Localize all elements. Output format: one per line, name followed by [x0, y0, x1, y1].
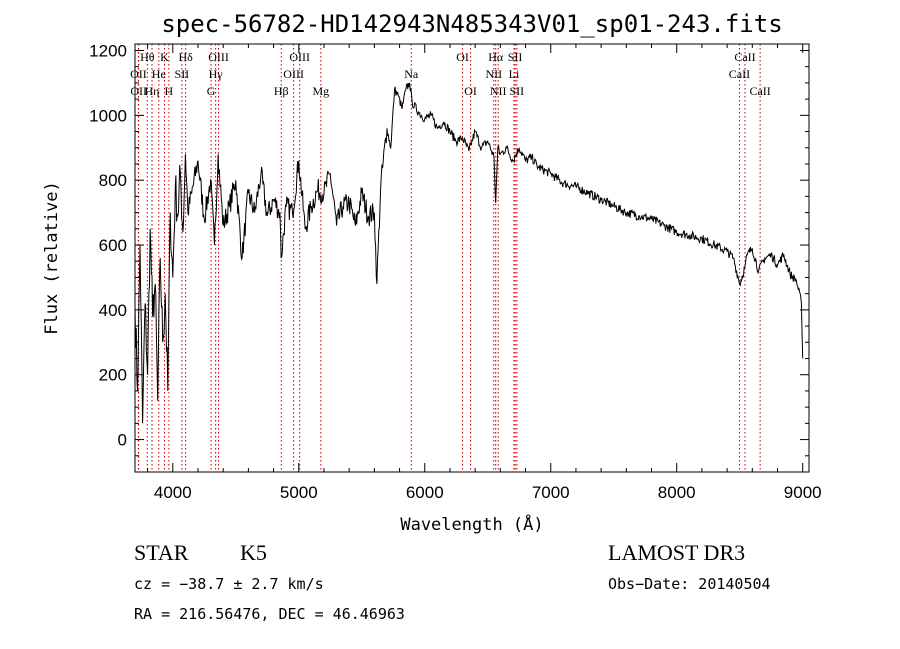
y-tick-label: 600: [99, 236, 127, 255]
spectral-lines: [137, 44, 761, 472]
y-tick-label: 1000: [89, 106, 127, 125]
x-axis-label: Wavelength (Å): [400, 513, 543, 535]
spectral-line-label: NII: [485, 67, 502, 81]
spectral-line-label: SII: [508, 50, 523, 64]
spectral-line-label: G: [207, 84, 216, 98]
spectral-line-label: SII: [510, 84, 525, 98]
spectral-line-label: OI: [456, 50, 469, 64]
spectral-line-label: OIII: [283, 67, 304, 81]
spectral-line-label: Hη: [145, 84, 160, 98]
survey-name: LAMOST DR3: [608, 540, 745, 565]
x-tick-label: 5000: [280, 483, 318, 502]
y-axis-ticks: 0 200 400 600 800 1000 1200: [89, 41, 809, 457]
spectral-line-label: Hα: [488, 50, 504, 64]
chart-title: spec-56782-HD142943N485343V01_sp01-243.f…: [161, 10, 782, 38]
x-axis-ticks: 4000 5000 6000 7000 8000 9000: [147, 44, 822, 502]
x-tick-label: 6000: [406, 483, 444, 502]
y-tick-label: 0: [118, 431, 127, 450]
spectrum-line: [134, 82, 804, 424]
spectral-line-label: Na: [404, 67, 419, 81]
object-type: STAR: [134, 540, 189, 565]
obs-date-text: Obs−Date: 20140504: [608, 575, 771, 593]
spectral-line-label: SII: [175, 67, 190, 81]
spectral-line-label: OII: [130, 67, 147, 81]
y-tick-label: 1200: [89, 41, 127, 60]
x-tick-label: 8000: [658, 483, 696, 502]
spectral-line-label: Hθ: [140, 50, 155, 64]
redshift-text: cz = −38.7 ± 2.7 km/s: [134, 575, 324, 593]
spectral-line-label: Li: [509, 67, 520, 81]
spectral-line-label: OIII: [208, 50, 229, 64]
y-axis-label: Flux (relative): [42, 181, 62, 335]
spectral-line-label: He: [152, 67, 166, 81]
x-tick-label: 9000: [784, 483, 822, 502]
spectral-line-label: CaII: [749, 84, 770, 98]
y-tick-label: 400: [99, 301, 127, 320]
spectral-line-label: Hδ: [178, 50, 193, 64]
object-subclass: K5: [240, 540, 267, 565]
radec-text: RA = 216.56476, DEC = 46.46963: [134, 605, 405, 623]
x-tick-label: 7000: [532, 483, 570, 502]
spectral-line-label: K: [160, 50, 169, 64]
spectral-line-label: NII: [490, 84, 507, 98]
spectral-line-label: CaII: [729, 67, 750, 81]
spectral-line-label: OII: [130, 84, 147, 98]
y-tick-label: 200: [99, 366, 127, 385]
spectral-line-label: CaII: [734, 50, 755, 64]
spectral-line-label: H: [165, 84, 174, 98]
x-tick-label: 4000: [154, 483, 192, 502]
y-tick-label: 800: [99, 171, 127, 190]
spectral-line-label: Hβ: [274, 84, 289, 98]
spectral-line-label: Hγ: [209, 67, 224, 81]
spectral-line-label: OIII: [289, 50, 310, 64]
plot-frame: [134, 43, 810, 473]
spectral-line-label: OI: [464, 84, 477, 98]
spectral-line-label: Mg: [312, 84, 329, 98]
